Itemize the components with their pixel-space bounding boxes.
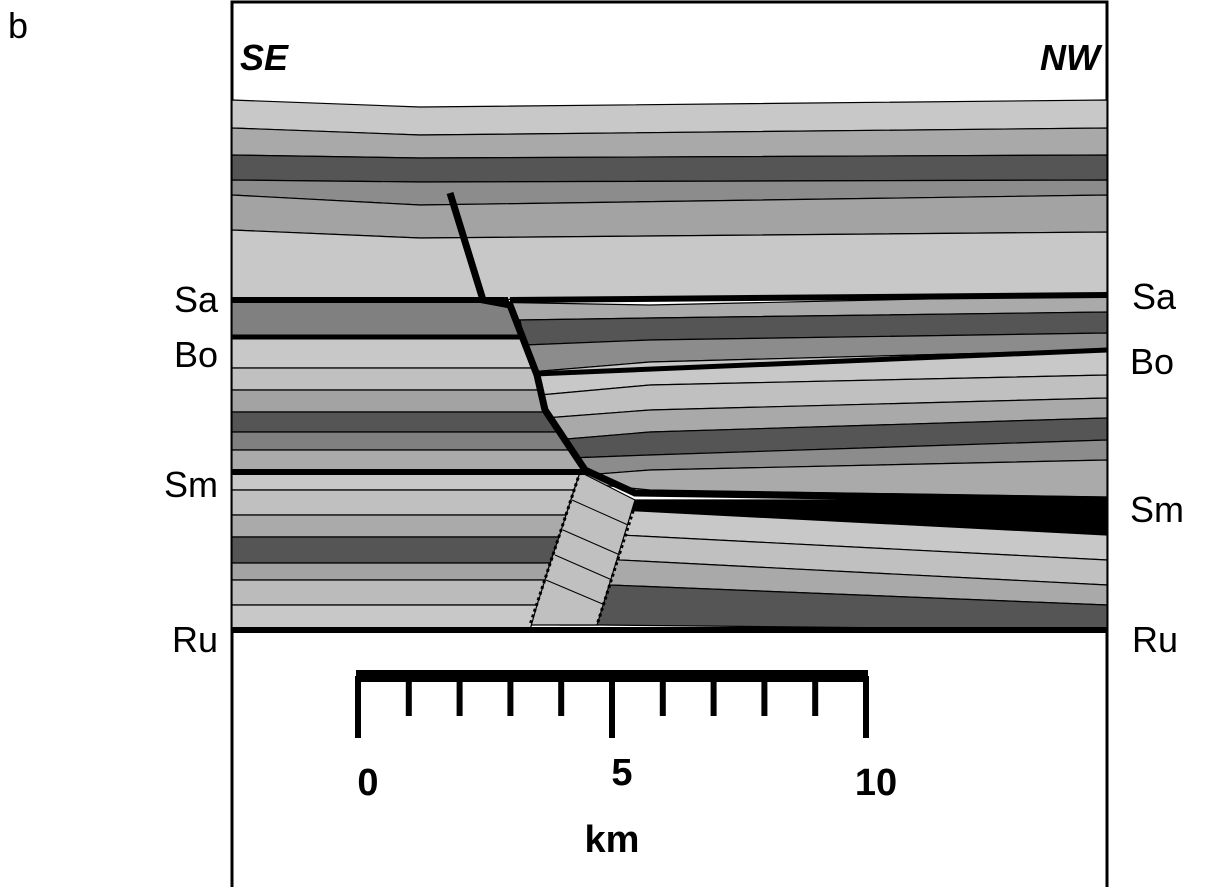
scale-bar: 0 5 10 [355,670,897,804]
horizons [232,191,1108,633]
scale-label: 0 [357,762,378,804]
scale-unit: km [585,819,640,861]
direction-right: NW [1040,37,1103,78]
right-label: Ru [1132,619,1178,660]
lower-left-layers [231,471,581,631]
upper-layers [231,99,1108,301]
panel-label: b [8,5,28,46]
right-label: Sa [1132,276,1177,317]
right-label: Bo [1130,341,1174,382]
left-label: Bo [174,334,218,375]
left-label: Ru [172,619,218,660]
right-label: Sm [1130,489,1184,530]
left-label: Sm [164,464,218,505]
scale-label: 10 [855,762,897,804]
left-label: Sa [174,279,219,320]
direction-left: SE [240,37,289,78]
lower-right-layers [559,489,1108,631]
scale-label: 5 [611,752,632,794]
middle-right-layers [479,294,1108,498]
